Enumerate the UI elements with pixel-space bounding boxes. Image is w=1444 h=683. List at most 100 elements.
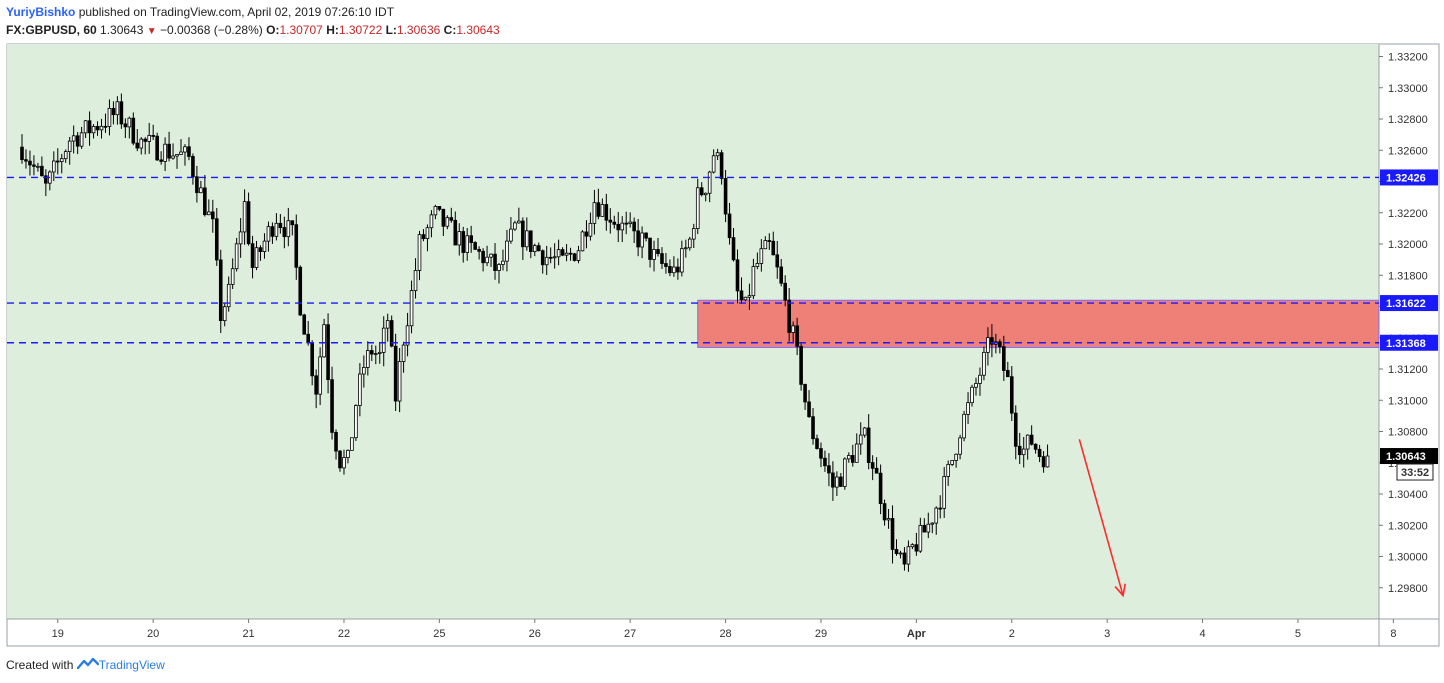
candle-body: [91, 126, 96, 134]
candle-body: [731, 237, 736, 261]
publish-info: YuriyBishko published on TradingView.com…: [6, 5, 394, 19]
candle-body: [870, 462, 875, 469]
down-triangle-icon: ▼: [146, 26, 157, 37]
candle-body: [568, 252, 573, 255]
candle-body: [648, 237, 652, 260]
candle-body: [986, 337, 990, 353]
candle-body: [401, 344, 406, 362]
candle-body: [107, 107, 112, 127]
candle-body: [688, 238, 692, 249]
candle-body: [385, 320, 390, 329]
candle-body: [906, 546, 911, 565]
candle-body: [946, 463, 950, 477]
x-tick-label: 27: [624, 628, 636, 640]
candle-body: [75, 135, 80, 147]
candle-body: [525, 230, 529, 248]
y-tick-label: 1.33000: [1388, 83, 1428, 95]
candle-body: [783, 282, 787, 301]
candle-body: [835, 476, 839, 488]
y-tick-label: 1.33200: [1388, 52, 1428, 64]
arrow-head-icon: [1114, 583, 1126, 598]
candle-body: [699, 187, 704, 196]
candle-body: [854, 443, 859, 463]
candle-body: [608, 219, 613, 223]
candle-body: [620, 222, 625, 231]
candle-body: [874, 467, 879, 474]
level-price-label: 1.31622: [1386, 298, 1426, 310]
candle-body: [624, 222, 628, 225]
candle-body: [656, 249, 660, 255]
candle-body: [71, 135, 76, 142]
candle-body: [163, 143, 167, 162]
candle-body: [282, 227, 287, 238]
candle-body: [640, 232, 644, 248]
candle-body: [127, 117, 132, 128]
open-value: 1.30707: [279, 23, 323, 37]
candle-body: [159, 159, 163, 162]
candle-body: [318, 356, 322, 395]
candle-body: [214, 218, 219, 261]
candle-body: [95, 126, 100, 131]
level-price-tag: [1380, 334, 1438, 351]
candle-body: [449, 217, 454, 221]
candle-body: [199, 187, 203, 194]
candle-body: [938, 507, 943, 510]
y-tick-label: 1.31000: [1388, 395, 1428, 407]
candle-body: [477, 248, 481, 252]
high-value: 1.30722: [338, 23, 383, 37]
x-tick-label: 4: [1200, 628, 1206, 640]
candle-body: [843, 458, 847, 487]
footer: Created with TradingView: [6, 657, 165, 672]
candle-body: [517, 220, 521, 224]
tradingview-brand[interactable]: TradingView: [98, 658, 165, 672]
candle-body: [441, 208, 446, 227]
candle-body: [962, 413, 966, 439]
candle-body: [596, 202, 601, 217]
candle-body: [286, 220, 291, 238]
candle-body: [934, 507, 939, 524]
candle-body: [445, 217, 450, 227]
candle-body: [668, 266, 672, 274]
candle-body: [882, 503, 887, 521]
candle-body: [970, 386, 974, 404]
candle-body: [139, 138, 144, 149]
candle-body: [823, 457, 827, 467]
candle-body: [52, 160, 56, 173]
author-name[interactable]: YuriyBishko: [6, 5, 76, 19]
candle-body: [672, 266, 676, 274]
candle-body: [747, 295, 752, 298]
candle-body: [576, 250, 581, 261]
candle-body: [1025, 434, 1030, 450]
candle-body: [556, 249, 561, 258]
low-value: 1.30636: [396, 23, 441, 37]
candle-body: [226, 283, 231, 308]
candle-body: [334, 431, 338, 452]
candle-body: [1045, 455, 1050, 468]
candle-body: [346, 450, 350, 458]
candle-body: [167, 143, 171, 159]
candle-body: [179, 151, 183, 155]
candle-body: [131, 117, 136, 144]
candle-body: [632, 221, 636, 232]
candle-body: [111, 107, 116, 116]
candle-body: [326, 324, 330, 381]
candle-body: [405, 325, 410, 346]
candle-body: [342, 457, 346, 469]
candle-body: [489, 253, 493, 258]
candle-body: [803, 383, 807, 403]
candle-body: [67, 140, 72, 152]
high-label: H:: [326, 23, 339, 37]
candle-body: [612, 221, 617, 225]
candle-body: [1006, 370, 1010, 378]
y-tick-label: 1.30800: [1388, 427, 1428, 439]
candle-body: [839, 476, 843, 487]
candle-body: [338, 450, 342, 469]
level-price-tag: [1380, 295, 1438, 312]
candle-body: [151, 135, 155, 137]
candle-body: [544, 256, 549, 266]
x-tick-label: 29: [815, 628, 827, 640]
candle-body: [1029, 434, 1034, 445]
candle-body: [485, 256, 489, 264]
candle-body: [234, 243, 239, 270]
